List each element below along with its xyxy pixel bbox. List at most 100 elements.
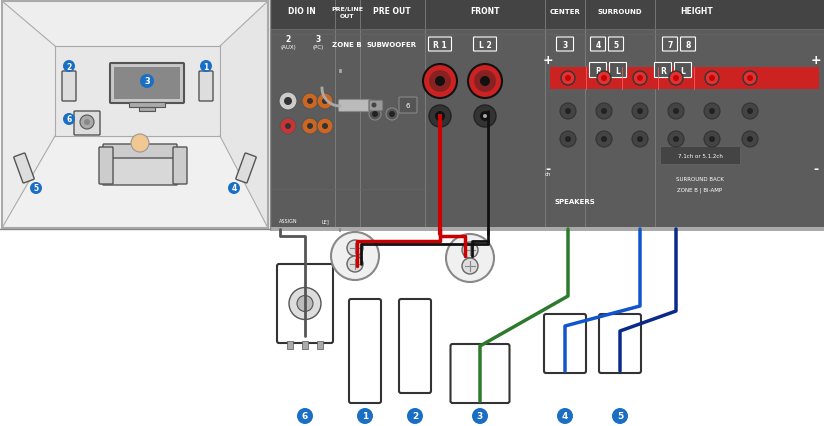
FancyBboxPatch shape	[99, 148, 113, 184]
Circle shape	[284, 98, 292, 106]
Circle shape	[632, 132, 648, 148]
FancyBboxPatch shape	[277, 265, 333, 343]
Text: L 2: L 2	[479, 40, 491, 49]
Circle shape	[747, 109, 753, 115]
FancyBboxPatch shape	[399, 98, 417, 114]
Text: 5: 5	[34, 184, 39, 193]
FancyBboxPatch shape	[599, 314, 641, 373]
Text: PRE/LINE: PRE/LINE	[331, 6, 363, 12]
Text: 3: 3	[144, 77, 150, 86]
Circle shape	[709, 109, 715, 115]
Circle shape	[565, 109, 571, 115]
Circle shape	[462, 259, 478, 274]
Bar	[550, 68, 819, 90]
Text: 7.1ch or 5.1.2ch: 7.1ch or 5.1.2ch	[677, 153, 723, 158]
Circle shape	[429, 106, 451, 128]
Circle shape	[438, 115, 442, 119]
Bar	[660, 147, 740, 164]
Text: -: -	[545, 163, 550, 176]
Circle shape	[386, 109, 398, 121]
Text: SURROUND: SURROUND	[597, 9, 643, 15]
Text: R: R	[660, 66, 666, 75]
Circle shape	[389, 112, 395, 118]
Circle shape	[30, 183, 42, 195]
Text: 6: 6	[67, 115, 72, 124]
FancyBboxPatch shape	[608, 38, 624, 52]
Circle shape	[285, 124, 291, 130]
Circle shape	[468, 65, 502, 99]
Polygon shape	[220, 2, 268, 228]
Circle shape	[565, 137, 571, 143]
Bar	[317, 341, 323, 349]
Bar	[2, 2, 268, 228]
Circle shape	[307, 124, 313, 130]
Text: (AUX): (AUX)	[280, 46, 296, 50]
FancyBboxPatch shape	[662, 38, 677, 52]
Circle shape	[560, 104, 576, 120]
Circle shape	[742, 104, 758, 120]
Circle shape	[637, 137, 643, 143]
Circle shape	[633, 72, 647, 86]
FancyBboxPatch shape	[102, 152, 178, 186]
Circle shape	[743, 72, 757, 86]
Circle shape	[597, 72, 611, 86]
Bar	[2, 2, 268, 228]
Circle shape	[601, 76, 607, 82]
Circle shape	[709, 137, 715, 143]
Circle shape	[669, 72, 683, 86]
Text: 8: 8	[686, 40, 691, 49]
Circle shape	[601, 137, 607, 143]
FancyBboxPatch shape	[556, 38, 574, 52]
Circle shape	[407, 408, 423, 424]
Circle shape	[668, 132, 684, 148]
Circle shape	[84, 120, 90, 126]
Circle shape	[742, 132, 758, 148]
Bar	[287, 341, 293, 349]
Bar	[129, 103, 165, 108]
FancyBboxPatch shape	[591, 38, 606, 52]
Text: 3: 3	[562, 40, 568, 49]
FancyBboxPatch shape	[103, 145, 177, 158]
Polygon shape	[55, 47, 220, 137]
Circle shape	[560, 132, 576, 148]
Circle shape	[747, 137, 753, 143]
Text: (PC): (PC)	[312, 46, 324, 50]
Circle shape	[612, 408, 628, 424]
Circle shape	[279, 93, 297, 111]
Text: 1: 1	[204, 62, 208, 71]
Text: 3: 3	[477, 412, 483, 420]
Circle shape	[480, 77, 490, 87]
Text: SPEAKERS: SPEAKERS	[555, 199, 596, 204]
Polygon shape	[2, 2, 268, 47]
FancyBboxPatch shape	[339, 100, 372, 112]
Circle shape	[280, 119, 296, 135]
Circle shape	[317, 94, 333, 110]
Circle shape	[747, 76, 753, 82]
Circle shape	[357, 408, 373, 424]
Circle shape	[369, 109, 381, 121]
Text: 4: 4	[596, 40, 601, 49]
FancyBboxPatch shape	[474, 38, 497, 52]
Circle shape	[372, 112, 378, 118]
Text: -: -	[813, 163, 818, 176]
Text: 7: 7	[667, 40, 672, 49]
FancyBboxPatch shape	[675, 63, 691, 78]
FancyBboxPatch shape	[544, 314, 586, 373]
Text: 1: 1	[362, 412, 368, 420]
Circle shape	[435, 112, 445, 122]
Text: +: +	[543, 53, 553, 66]
FancyBboxPatch shape	[110, 64, 184, 104]
Text: FRONT: FRONT	[471, 8, 499, 17]
FancyBboxPatch shape	[451, 344, 509, 403]
FancyBboxPatch shape	[349, 299, 381, 403]
Circle shape	[709, 76, 715, 82]
FancyBboxPatch shape	[236, 154, 256, 184]
Bar	[302, 341, 308, 349]
FancyBboxPatch shape	[428, 38, 452, 52]
Bar	[270, 228, 824, 426]
Circle shape	[472, 408, 488, 424]
Circle shape	[317, 119, 333, 135]
Circle shape	[347, 240, 363, 256]
Text: HEIGHT: HEIGHT	[681, 8, 714, 17]
FancyBboxPatch shape	[654, 63, 672, 78]
